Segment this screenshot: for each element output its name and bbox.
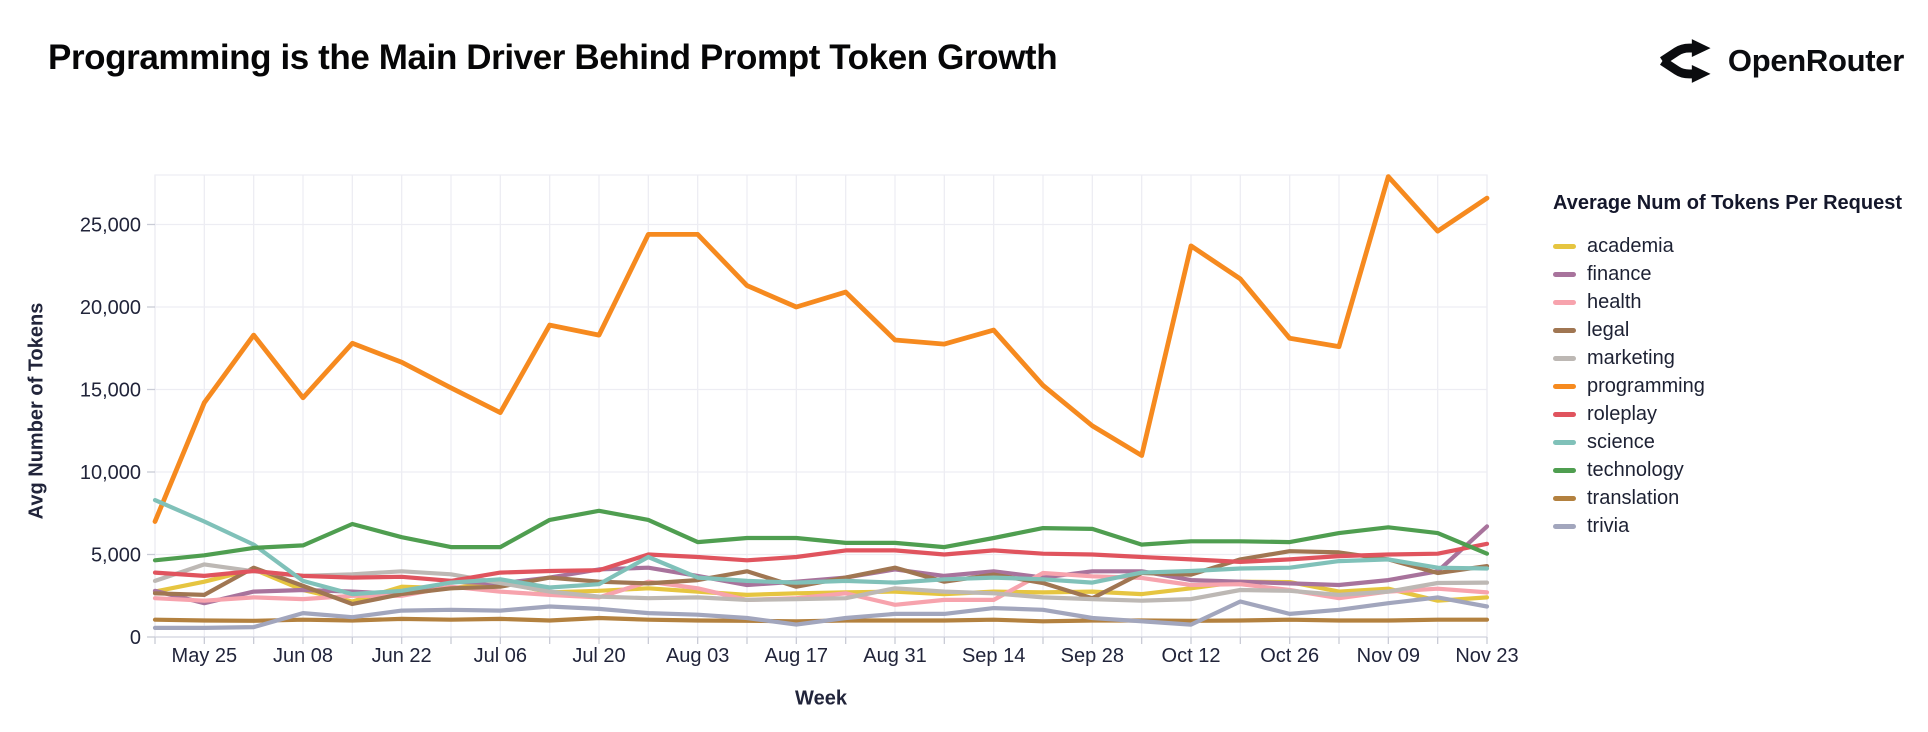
legend-item-marketing: marketing (1553, 344, 1925, 372)
legend-item-translation: translation (1553, 484, 1925, 512)
axis-ticks (147, 223, 1488, 644)
legend-label: roleplay (1587, 402, 1658, 425)
series-line-health (152, 570, 1490, 607)
y-tick-label: 25,000 (80, 215, 141, 237)
legend-item-programming: programming (1553, 372, 1925, 400)
x-axis-title: Week (795, 687, 847, 710)
legend-swatch-health (1553, 299, 1576, 305)
legend-swatch-programming (1553, 383, 1576, 389)
x-tick-label: Aug 31 (863, 645, 926, 667)
y-tick-label: 10,000 (80, 462, 141, 484)
legend-item-roleplay: roleplay (1553, 400, 1925, 428)
legend-item-academia: academia (1553, 232, 1925, 260)
series-line-marketing (152, 562, 1490, 603)
legend-swatch-marketing (1553, 355, 1576, 361)
legend-label: trivia (1587, 514, 1630, 537)
legend: Average Num of Tokens Per Request academ… (1553, 192, 1925, 540)
openrouter-icon (1659, 39, 1711, 83)
series-line-programming (152, 174, 1490, 524)
x-tick-label: Sep 28 (1061, 645, 1124, 667)
legend-swatch-legal (1553, 327, 1576, 333)
axis-tick-labels: May 25 Jun 08 Jun 22 Jul 06 Jul 20 Aug 03 Aug … (80, 215, 1519, 668)
page-title: Programming is the Main Driver Behind Pr… (48, 38, 1058, 77)
legend-swatch-translation (1553, 495, 1576, 501)
x-tick-label: Aug 17 (765, 645, 828, 667)
chart-svg: May 25 Jun 08 Jun 22 Jul 06 Jul 20 Aug 03 Aug … (80, 174, 1519, 668)
y-tick-label: 5,000 (91, 545, 141, 567)
y-tick-label: 15,000 (80, 380, 141, 402)
legend-item-science: science (1553, 428, 1925, 456)
x-tick-label: Oct 12 (1162, 645, 1221, 667)
legend-label: science (1587, 430, 1655, 453)
legend-label: marketing (1587, 346, 1675, 369)
legend-swatch-technology (1553, 467, 1576, 473)
y-axis-title: Avg Number of Tokens (25, 302, 48, 520)
x-tick-label: Jun 08 (273, 645, 333, 667)
legend-swatch-trivia (1553, 523, 1576, 529)
series-line-roleplay (152, 541, 1490, 583)
legend-item-trivia: trivia (1553, 512, 1925, 540)
legend-title: Average Num of Tokens Per Request (1553, 192, 1902, 214)
y-tick-label: 20,000 (80, 297, 141, 319)
x-tick-label: Jul 20 (572, 645, 625, 667)
x-tick-label: Oct 26 (1260, 645, 1319, 667)
series-line-technology (152, 508, 1490, 563)
legend-label: translation (1587, 486, 1680, 509)
legend-label: finance (1587, 262, 1652, 285)
y-tick-label: 0 (130, 627, 141, 649)
legend-swatch-roleplay (1553, 411, 1576, 417)
legend-item-health: health (1553, 288, 1925, 316)
brand-logo: OpenRouter (1658, 36, 1904, 86)
legend-swatch-finance (1553, 271, 1576, 277)
legend-label: legal (1587, 318, 1630, 341)
x-tick-label: Nov 09 (1357, 645, 1420, 667)
legend-label: academia (1587, 234, 1674, 257)
legend-item-legal: legal (1553, 316, 1925, 344)
legend-label: technology (1587, 458, 1684, 481)
x-tick-label: Jun 22 (372, 645, 432, 667)
legend-item-finance: finance (1553, 260, 1925, 288)
x-tick-label: Aug 03 (666, 645, 729, 667)
legend-label: programming (1587, 374, 1705, 397)
x-tick-label: Nov 23 (1455, 645, 1518, 667)
series-line-trivia (152, 595, 1490, 631)
brand-name: OpenRouter (1727, 43, 1904, 78)
x-tick-label: Sep 14 (962, 645, 1025, 667)
x-tick-label: Jul 06 (474, 645, 527, 667)
chart-area: May 25 Jun 08 Jun 22 Jul 06 Jul 20 Aug 03 Aug … (0, 100, 1530, 720)
legend-item-technology: technology (1553, 456, 1925, 484)
legend-label: health (1587, 290, 1642, 313)
x-tick-label: May 25 (172, 645, 238, 667)
series-lines (152, 174, 1490, 631)
series-line-science (152, 498, 1490, 597)
legend-swatch-science (1553, 439, 1576, 445)
legend-items: academia finance health legal marketing progr… (1553, 232, 1925, 540)
axes (154, 174, 1488, 638)
legend-swatch-academia (1553, 243, 1576, 249)
